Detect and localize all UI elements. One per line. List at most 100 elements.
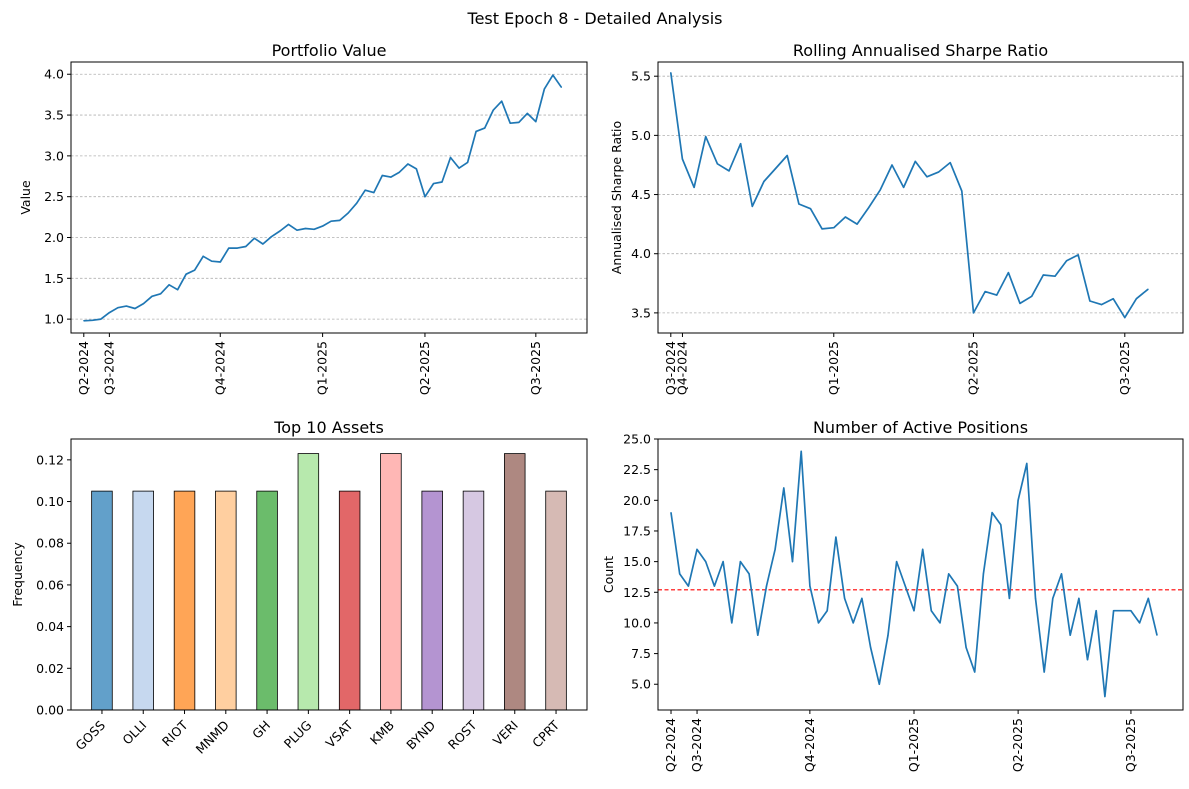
data-point bbox=[1043, 671, 1045, 673]
data-point bbox=[896, 561, 898, 563]
data-point bbox=[786, 154, 788, 157]
data-point bbox=[552, 74, 554, 76]
chart-panels: Portfolio Value Value 1.0 1.5 2.0 2.5 3.0 3.5 4.… bbox=[10, 41, 1184, 772]
y-tick-label: 3.0 bbox=[44, 148, 64, 163]
x-tick-label: Q1-2025 bbox=[315, 341, 330, 395]
data-point bbox=[681, 158, 684, 160]
data-point bbox=[151, 295, 153, 297]
x-tick-label: Q2-2025 bbox=[417, 341, 432, 395]
data-point bbox=[1147, 288, 1149, 290]
y-tick-label: 2.0 bbox=[44, 230, 64, 245]
data-point bbox=[974, 671, 976, 673]
chart-title: Rolling Annualised Sharpe Ratio bbox=[793, 41, 1048, 60]
bar-gh bbox=[256, 490, 278, 711]
data-point bbox=[937, 171, 940, 173]
data-point bbox=[1095, 610, 1097, 612]
bar-cprt bbox=[545, 490, 567, 711]
data-point bbox=[996, 294, 998, 296]
y-tick-label: 17.5 bbox=[623, 523, 651, 538]
data-point bbox=[253, 237, 255, 239]
data-point bbox=[879, 189, 881, 191]
y-tick-label: 4.0 bbox=[44, 67, 64, 82]
y-tick-label: 5.5 bbox=[631, 69, 651, 84]
data-point bbox=[670, 511, 672, 514]
data-point bbox=[800, 450, 802, 452]
data-point bbox=[270, 236, 273, 238]
data-point bbox=[903, 186, 905, 189]
y-tick-label: 4.5 bbox=[631, 187, 651, 202]
data-point bbox=[185, 273, 187, 275]
x-tick-label: Q3-2024 bbox=[663, 341, 678, 395]
data-point bbox=[347, 212, 349, 214]
data-point bbox=[1019, 302, 1021, 305]
data-point bbox=[518, 121, 520, 124]
data-point bbox=[304, 227, 307, 230]
data-point bbox=[424, 196, 426, 198]
data-point bbox=[687, 585, 689, 587]
data-point bbox=[1042, 274, 1044, 276]
data-point bbox=[211, 260, 213, 262]
data-point bbox=[1007, 272, 1009, 274]
data-point bbox=[956, 585, 958, 587]
data-point bbox=[1089, 300, 1091, 302]
y-tick-label: 1.5 bbox=[44, 271, 64, 286]
x-tick-label: KMB bbox=[367, 718, 397, 748]
data-point bbox=[765, 585, 768, 587]
data-point bbox=[913, 610, 915, 612]
data-point bbox=[722, 561, 724, 563]
series-line bbox=[83, 74, 563, 322]
data-point bbox=[731, 622, 733, 624]
y-tick-label: 0.12 bbox=[36, 452, 64, 467]
x-tick-label: VERI bbox=[490, 718, 521, 749]
data-point bbox=[887, 634, 889, 636]
y-tick-label: 3.5 bbox=[44, 108, 64, 123]
data-point bbox=[904, 585, 906, 587]
data-point bbox=[509, 122, 511, 124]
figure-title: Test Epoch 8 - Detailed Analysis bbox=[467, 9, 723, 28]
plot-frame bbox=[70, 438, 588, 711]
data-point bbox=[142, 303, 145, 305]
y-tick-label: 25.0 bbox=[623, 432, 651, 447]
x-tick-label: MNMD bbox=[193, 718, 232, 757]
data-point bbox=[1156, 634, 1158, 636]
y-tick-label: 2.5 bbox=[44, 189, 64, 204]
data-point bbox=[833, 227, 835, 229]
x-tick-label: PLUG bbox=[281, 718, 315, 752]
data-point bbox=[1086, 659, 1089, 661]
bar-vsat bbox=[338, 490, 361, 711]
series-line bbox=[669, 72, 1149, 319]
data-point bbox=[475, 130, 477, 132]
data-point bbox=[861, 597, 863, 600]
data-point bbox=[1054, 275, 1056, 277]
data-point bbox=[1034, 597, 1037, 600]
data-point bbox=[972, 312, 975, 314]
data-point bbox=[125, 305, 128, 307]
y-axis-label: Count bbox=[601, 556, 616, 593]
y-tick-label: 0.08 bbox=[36, 536, 64, 551]
data-point bbox=[991, 511, 993, 514]
data-point bbox=[501, 100, 503, 102]
x-tick-label: Q3-2024 bbox=[101, 341, 116, 395]
data-point bbox=[1008, 597, 1011, 600]
x-tick-label: ROST bbox=[445, 717, 480, 752]
y-tick-label: 0.02 bbox=[36, 661, 64, 676]
chart-title: Portfolio Value bbox=[272, 41, 387, 60]
y-tick-label: 20.0 bbox=[623, 493, 651, 508]
data-point bbox=[543, 88, 545, 90]
data-point bbox=[821, 228, 823, 230]
x-tick-label: Q2-2025 bbox=[1010, 718, 1025, 772]
data-point bbox=[202, 255, 204, 257]
data-point bbox=[1031, 295, 1033, 297]
data-point bbox=[177, 289, 179, 291]
data-point bbox=[891, 164, 893, 166]
data-point bbox=[670, 72, 672, 74]
x-tick-label: GOSS bbox=[72, 717, 108, 753]
chart-3: Top 10 Assets Frequency 0.00 0.02 0.04 0.06 0.… bbox=[10, 418, 588, 757]
data-point bbox=[856, 223, 858, 225]
x-tick-label: VSAT bbox=[323, 717, 356, 750]
data-point bbox=[228, 247, 230, 249]
y-tick-label: 0.06 bbox=[36, 577, 64, 592]
data-point bbox=[381, 174, 383, 177]
data-point bbox=[748, 573, 750, 575]
data-point bbox=[330, 220, 332, 222]
